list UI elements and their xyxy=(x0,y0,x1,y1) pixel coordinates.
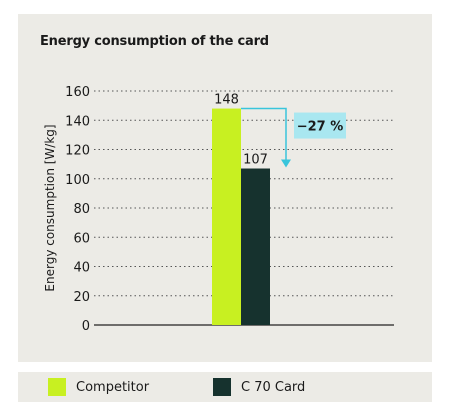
data-labels: 148 107 xyxy=(214,93,268,168)
data-label-c70-card: 107 xyxy=(243,153,268,168)
reduction-annotation: −27 % xyxy=(241,107,346,168)
bar-chart: 0 20 40 60 80 100 120 140 160 148 107 −27 % Energ… xyxy=(43,85,394,334)
legend-label-c70-card: C 70 Card xyxy=(241,379,306,395)
legend-swatch-c70-card xyxy=(213,378,231,396)
y-tick-label: 120 xyxy=(65,144,90,159)
y-tick-label: 140 xyxy=(65,114,90,129)
y-tick-label: 20 xyxy=(73,290,90,305)
reduction-arrowhead xyxy=(281,159,291,168)
reduction-arrow-line xyxy=(241,107,287,162)
bar-competitor xyxy=(212,108,241,325)
y-tick-label: 160 xyxy=(65,85,90,100)
data-label-competitor: 148 xyxy=(214,93,239,108)
y-tick-label: 80 xyxy=(73,202,90,217)
legend-item-c70-card: C 70 Card xyxy=(213,378,305,396)
y-tick-label: 0 xyxy=(82,319,90,334)
reduction-label-box xyxy=(294,112,346,139)
reduction-label: −27 % xyxy=(297,120,344,135)
y-tick-label: 60 xyxy=(73,231,90,246)
y-axis-ticks: 0 20 40 60 80 100 120 140 160 xyxy=(65,85,90,334)
y-tick-label: 40 xyxy=(73,261,90,276)
bars xyxy=(212,108,270,325)
y-axis-label: Energy consumption [W/kg] xyxy=(43,124,57,291)
legend-label-competitor: Competitor xyxy=(76,379,150,395)
legend: Competitor C 70 Card xyxy=(18,372,432,402)
legend-item-competitor: Competitor xyxy=(48,378,149,396)
bar-c70-card xyxy=(241,168,270,325)
y-tick-label: 100 xyxy=(65,173,90,188)
legend-swatch-competitor xyxy=(48,378,66,396)
chart-title: Energy consumption of the card xyxy=(40,34,269,49)
